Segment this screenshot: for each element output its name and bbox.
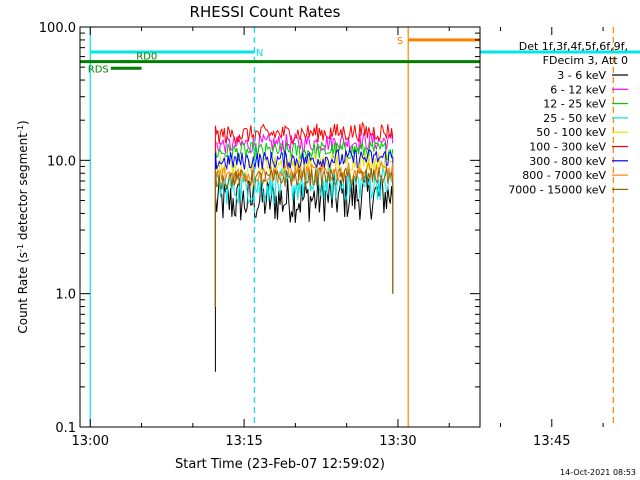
legend-label: 7000 - 15000 keV xyxy=(508,183,606,196)
series-line xyxy=(214,172,394,372)
interval-label: RD0 xyxy=(136,52,157,63)
y-axis-label: Count Rate (s-1 detector segment-1) xyxy=(16,120,30,333)
legend-label: 12 - 25 keV xyxy=(543,98,606,111)
legend-label: 300 - 800 keV xyxy=(529,155,606,168)
series-line xyxy=(214,166,393,307)
x-tick-label: 13:00 xyxy=(72,434,109,449)
interval-label: RDS xyxy=(88,64,109,75)
x-tick-label: 13:15 xyxy=(225,434,262,449)
series-line xyxy=(214,131,394,307)
chart-title: RHESSI Count Rates xyxy=(190,3,341,21)
series-line xyxy=(214,121,394,307)
legend: Det 1f,3f,4f,5f,6f,9f,FDecim 3, Att 0 3 -… xyxy=(508,40,628,196)
y-tick-label: 1.0 xyxy=(55,288,76,303)
series-line xyxy=(214,160,394,307)
y-tick-label: 100.0 xyxy=(39,21,76,36)
legend-header: FDecim 3, Att 0 xyxy=(543,54,628,67)
interval-label: N xyxy=(256,48,263,59)
legend-label: 25 - 50 keV xyxy=(543,112,606,125)
interval-label: S xyxy=(397,36,403,47)
legend-label: 6 - 12 keV xyxy=(550,83,606,96)
y-axis-label-mid: detector segment xyxy=(16,133,30,244)
x-tick-label: 13:45 xyxy=(533,434,570,449)
legend-label: 100 - 300 keV xyxy=(529,141,606,154)
legend-label: 800 - 7000 keV xyxy=(522,169,606,182)
y-tick-label: 10.0 xyxy=(47,154,76,169)
y-axis-label-end: ) xyxy=(16,120,30,125)
legend-label: 50 - 100 keV xyxy=(536,126,606,139)
series-line xyxy=(214,166,394,307)
x-tick-label: 13:30 xyxy=(379,434,416,449)
x-axis-label: Start Time (23-Feb-07 12:59:02) xyxy=(175,457,385,472)
series-layer xyxy=(214,121,394,372)
series-line xyxy=(214,140,394,307)
y-axis-label-main: Count Rate (s xyxy=(16,252,30,334)
y-axis-label-sup1: -1 xyxy=(16,244,25,252)
legend-label: 3 - 6 keV xyxy=(557,69,606,82)
y-tick-label: 0.1 xyxy=(55,421,76,436)
timestamp: 14-Oct-2021 08:53 xyxy=(560,468,636,477)
y-axis-label-sup2: -1 xyxy=(16,125,25,133)
legend-header: Det 1f,3f,4f,5f,6f,9f, xyxy=(519,40,628,53)
plot-frame xyxy=(79,26,481,428)
interval-markers: N S RD0 RDS xyxy=(80,27,640,427)
axes: 13:0013:1513:3013:4514:0014:1514:30100.0… xyxy=(39,21,604,449)
